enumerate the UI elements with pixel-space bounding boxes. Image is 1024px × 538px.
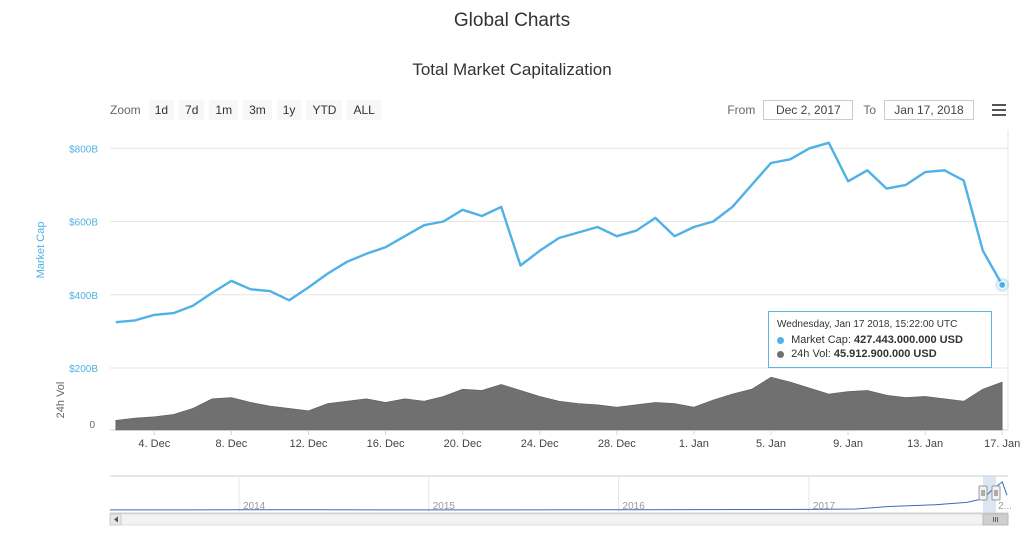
- left-arrow-icon: [114, 516, 118, 523]
- scrollbar-track: [109, 513, 1009, 526]
- to-date-input[interactable]: [884, 100, 974, 120]
- x-tick-label-4: 20. Dec: [444, 438, 482, 450]
- zoom-button-7d[interactable]: 7d: [179, 100, 205, 120]
- zoom-button-ytd[interactable]: YTD: [306, 100, 343, 120]
- x-tick-label-1: 8. Dec: [216, 438, 248, 450]
- navigator-tick-label-3: 2017: [813, 501, 836, 512]
- tooltip-date: Wednesday, Jan 17 2018, 15:22:00 UTC: [777, 319, 958, 330]
- y-axis-title-volume: 24h Vol: [55, 382, 67, 419]
- y-tick-label-0: $200B: [69, 364, 98, 375]
- x-tick-label-11: 17. Jan: [984, 438, 1020, 450]
- zoom-button-1m[interactable]: 1m: [209, 100, 239, 120]
- date-range-bar: From To: [727, 99, 974, 121]
- chart-title: Total Market Capitalization: [412, 60, 612, 79]
- navigator-tick-label-0: 2014: [243, 501, 266, 512]
- navigator-tick-label-2: 2016: [623, 501, 646, 512]
- chart-tooltip: Wednesday, Jan 17 2018, 15:22:00 UTC Mar…: [768, 311, 992, 368]
- tooltip-volume-label: 24h Vol:: [791, 348, 831, 360]
- navigator-tick-label-1: 2015: [433, 501, 456, 512]
- y-tick-label-1: $400B: [69, 291, 98, 302]
- page-title: Global Charts: [453, 10, 571, 31]
- tooltip-market-cap-value: 427.443.000.000 USD: [854, 334, 963, 346]
- navigator-selection: [983, 476, 996, 513]
- navigator-last-label: 2...: [998, 501, 1012, 512]
- zoom-button-all[interactable]: ALL: [347, 100, 381, 120]
- x-tick-label-6: 28. Dec: [598, 438, 636, 450]
- volume-dot-icon: [777, 350, 784, 358]
- hamburger-menu-icon[interactable]: [992, 104, 1006, 116]
- x-tick-label-0: 4. Dec: [138, 438, 170, 450]
- x-tick-label-5: 24. Dec: [521, 438, 559, 450]
- volume-area: [115, 376, 1003, 431]
- zoom-bar: Zoom 1d 7d 1m 3m 1y YTD ALL: [110, 99, 386, 121]
- market-cap-dot-icon: [777, 336, 784, 344]
- market-cap-line: [115, 141, 1004, 324]
- tooltip-volume-value: 45.912.900.000 USD: [833, 348, 937, 360]
- tooltip-row-market-cap: Market Cap: 427.443.000.000 USD: [777, 334, 963, 346]
- y-axis-title-market-cap: Market Cap: [35, 222, 47, 279]
- y-tick-label-3: $800B: [69, 144, 98, 155]
- from-label: From: [727, 103, 756, 117]
- x-tick-label-2: 12. Dec: [290, 438, 328, 450]
- tooltip-row-volume: 24h Vol: 45.912.900.000 USD: [777, 348, 937, 360]
- zoom-button-3m[interactable]: 3m: [243, 100, 272, 120]
- x-tick-label-7: 1. Jan: [679, 438, 709, 450]
- x-tick-label-10: 13. Jan: [907, 438, 943, 450]
- zoom-label: Zoom: [110, 103, 141, 117]
- hover-marker: [998, 280, 1007, 289]
- navigator-left-handle[interactable]: [978, 485, 988, 501]
- y-tick-label-2: $600B: [69, 218, 98, 229]
- x-tick-label-8: 5. Jan: [756, 438, 786, 450]
- vol-tick-label-0: 0: [89, 420, 95, 431]
- x-tick-label-3: 16. Dec: [367, 438, 405, 450]
- zoom-button-1d[interactable]: 1d: [148, 100, 175, 120]
- navigator-right-handle[interactable]: [991, 485, 1001, 501]
- from-date-input[interactable]: [763, 100, 854, 120]
- tooltip-market-cap-label: Market Cap:: [791, 334, 851, 346]
- x-tick-label-9: 9. Jan: [833, 438, 863, 450]
- to-label: To: [863, 103, 876, 117]
- zoom-button-1y[interactable]: 1y: [276, 100, 302, 120]
